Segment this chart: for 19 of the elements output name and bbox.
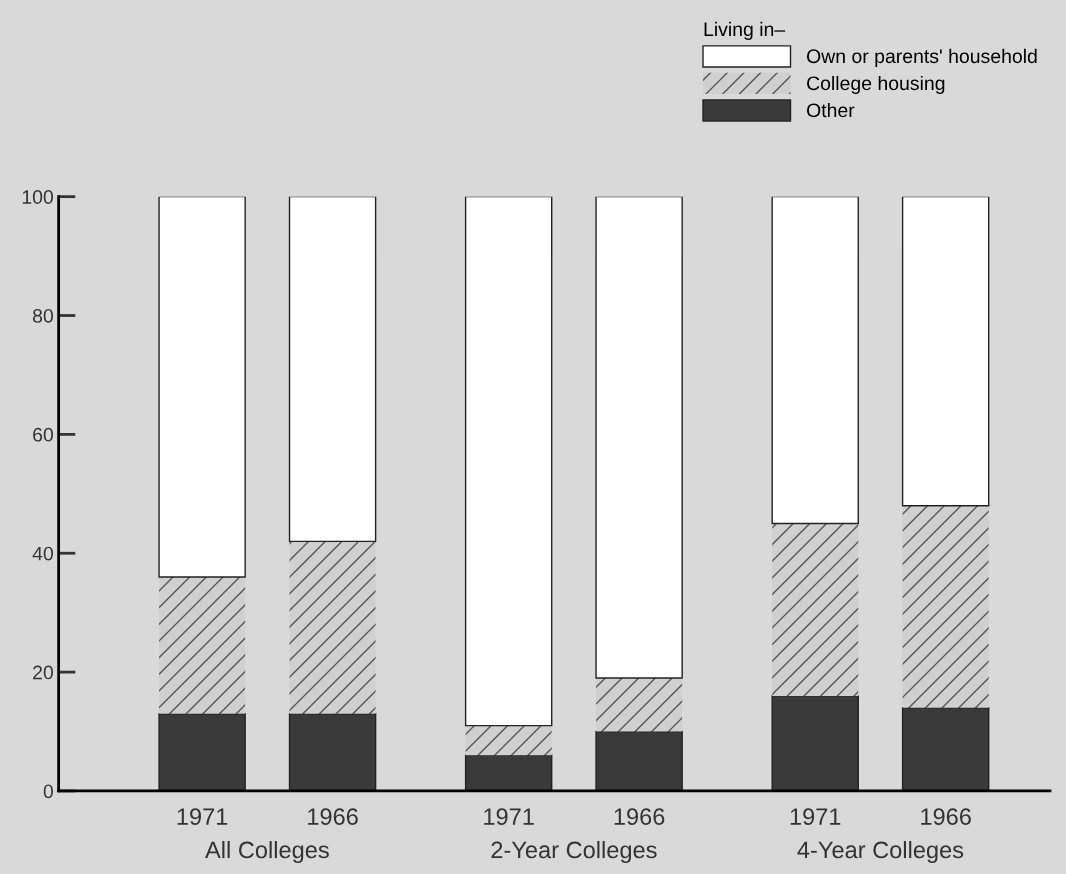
text: 2-Year Colleges	[491, 840, 657, 863]
text: All Colleges	[205, 840, 329, 863]
y-tick-label: 0	[43, 784, 54, 799]
legend-label: College housing	[807, 75, 945, 94]
y-tick-label: 20	[33, 665, 54, 680]
x-tick-label: 1966	[614, 808, 665, 825]
x-tick-label: 1971	[177, 808, 228, 825]
legend-title: Living in–	[704, 21, 786, 40]
y-tick-label: 60	[33, 427, 54, 442]
x-tick-label: 1966	[308, 808, 358, 825]
legend-label: Other	[806, 102, 855, 118]
legend-label: Own or parents' household	[806, 48, 1037, 67]
y-tick-label: 100	[22, 190, 54, 204]
x-tick-label: 1971	[484, 808, 534, 825]
y-tick-label: 80	[32, 308, 54, 323]
y-tick-label: 40	[32, 546, 54, 561]
x-tick-label: 1971	[790, 808, 841, 825]
text: 4-Year Colleges	[797, 840, 964, 863]
x-tick-label: 1966	[921, 808, 971, 825]
